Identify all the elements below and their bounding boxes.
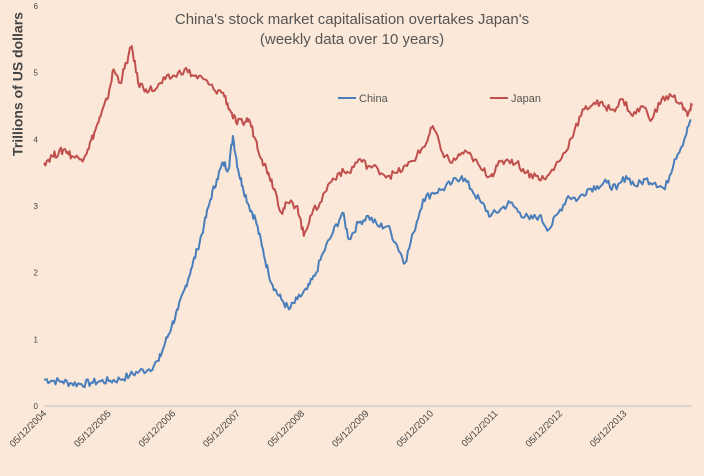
chart-title: China's stock market capitalisation over…: [175, 11, 529, 28]
y-tick-label: 4: [34, 135, 39, 144]
y-tick-label: 6: [34, 2, 39, 11]
x-tick-labels: 05/12/2004 05/12/2005 05/12/2006 05/12/2007…: [8, 408, 630, 449]
x-tick-label: 05/12/2011: [460, 408, 501, 449]
y-tick-labels: 0 1 2 3 4 5 6: [34, 2, 39, 411]
x-tick-label: 05/12/2012: [524, 408, 565, 449]
y-tick-label: 5: [34, 69, 39, 78]
legend-label-china: China: [359, 93, 389, 105]
y-tick-label: 1: [34, 335, 39, 344]
x-tick-label: 05/12/2005: [72, 408, 113, 449]
x-tick-label: 05/12/2004: [8, 408, 49, 449]
series-lines: [43, 45, 693, 389]
x-tick-label: 05/12/2010: [395, 408, 436, 449]
y-tick-label: 0: [34, 402, 39, 411]
x-tick-label: 05/12/2009: [330, 408, 371, 449]
x-tick-label: 05/12/2013: [588, 408, 629, 449]
series-line-china: [43, 118, 692, 389]
series-line-japan: [43, 45, 693, 237]
x-tick-label: 05/12/2006: [137, 408, 178, 449]
chart-subtitle: (weekly data over 10 years): [260, 31, 444, 48]
legend: China Japan: [338, 93, 541, 105]
x-tick-label: 05/12/2007: [201, 408, 242, 449]
y-tick-label: 3: [34, 202, 39, 211]
x-tick-label: 05/12/2008: [266, 408, 307, 449]
legend-label-japan: Japan: [511, 93, 541, 105]
y-axis-label: Trillions of US dollars: [10, 12, 26, 156]
y-tick-label: 2: [34, 269, 39, 278]
